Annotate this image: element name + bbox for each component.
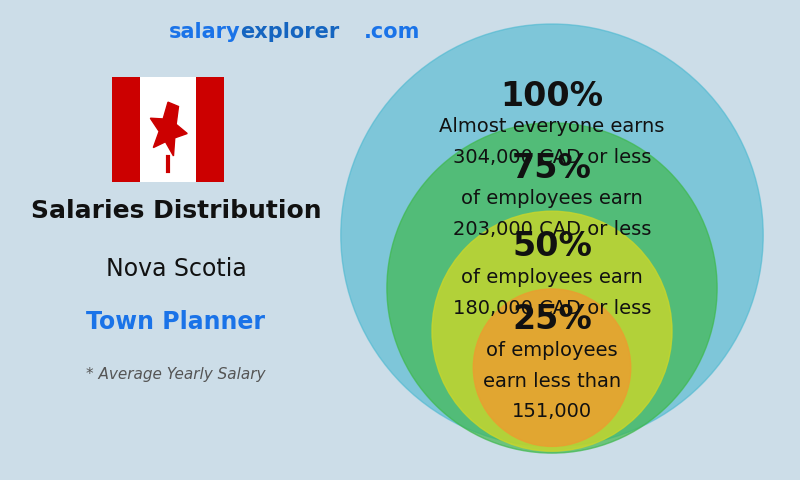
Text: of employees: of employees	[486, 341, 618, 360]
Text: 75%: 75%	[512, 152, 592, 184]
Text: .com: .com	[364, 22, 420, 42]
Text: 100%: 100%	[501, 80, 603, 112]
Polygon shape	[150, 102, 187, 156]
Text: 50%: 50%	[512, 230, 592, 263]
Text: * Average Yearly Salary: * Average Yearly Salary	[86, 367, 266, 382]
Text: 304,000 CAD or less: 304,000 CAD or less	[453, 148, 651, 167]
Circle shape	[341, 24, 763, 446]
Bar	[112, 77, 140, 182]
Text: 180,000 CAD or less: 180,000 CAD or less	[453, 299, 651, 318]
Text: 203,000 CAD or less: 203,000 CAD or less	[453, 220, 651, 239]
Text: Town Planner: Town Planner	[86, 310, 266, 334]
Circle shape	[432, 211, 672, 451]
Text: explorer: explorer	[240, 22, 339, 42]
Text: Almost everyone earns: Almost everyone earns	[439, 117, 665, 136]
Text: Nova Scotia: Nova Scotia	[106, 257, 246, 281]
Text: 25%: 25%	[512, 303, 592, 336]
Text: of employees earn: of employees earn	[461, 189, 643, 208]
Text: Salaries Distribution: Salaries Distribution	[30, 199, 322, 223]
Bar	[196, 77, 224, 182]
Circle shape	[474, 289, 630, 446]
Text: of employees earn: of employees earn	[461, 268, 643, 287]
Text: 151,000: 151,000	[512, 402, 592, 421]
Circle shape	[387, 123, 717, 453]
Text: salary: salary	[168, 22, 240, 42]
Text: earn less than: earn less than	[483, 372, 621, 391]
